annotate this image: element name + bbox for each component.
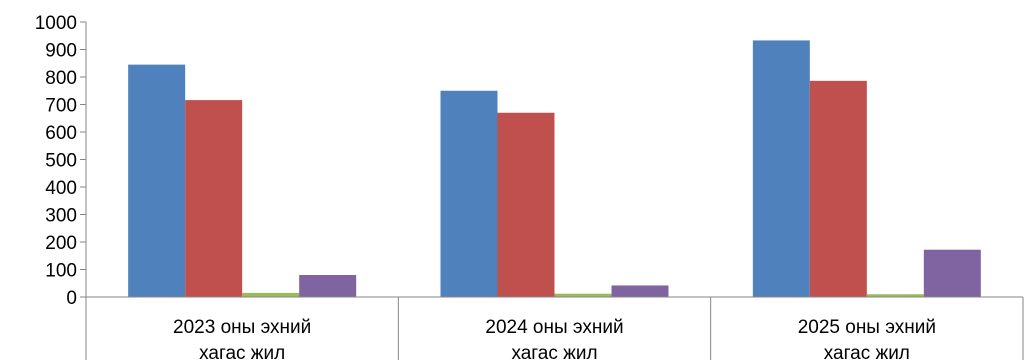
- bar-series2-cat2: [497, 112, 555, 297]
- bar-series4-cat3: [923, 249, 981, 297]
- y-tick-label: 500: [45, 151, 77, 172]
- axes: [85, 22, 1024, 360]
- bar-series1-cat1: [128, 64, 186, 297]
- y-tick-label: 700: [45, 96, 77, 117]
- bar-series1-cat2: [440, 90, 498, 297]
- y-axis-ticks: 0 100 200 300 400 500 600 700 800 900 1000: [35, 13, 86, 309]
- x-tick-label: 2023 оны эхний: [173, 317, 311, 338]
- y-tick-label: 900: [45, 41, 77, 62]
- bar-series1-cat3: [752, 40, 810, 298]
- x-tick-label: хагас жил: [511, 343, 597, 360]
- x-tick-label: 2024 оны эхний: [485, 317, 623, 338]
- bar-series3-cat2: [554, 293, 612, 297]
- y-tick-label: 0: [66, 288, 77, 309]
- bar-series2-cat1: [185, 100, 243, 297]
- y-tick-label: 800: [45, 68, 77, 89]
- y-tick-label: 600: [45, 123, 77, 144]
- bar-series4-cat2: [611, 285, 669, 297]
- bar-series3-cat3: [866, 294, 924, 297]
- y-tick-label: 400: [45, 178, 77, 199]
- x-tick-label: хагас жил: [199, 343, 285, 360]
- x-axis-labels: 2023 оны эхний хагас жил 2024 оны эхний хаг…: [173, 317, 936, 360]
- bar-series3-cat1: [242, 292, 300, 297]
- x-tick-label: хагас жил: [824, 343, 910, 360]
- y-tick-label: 200: [45, 233, 77, 254]
- y-tick-label: 300: [45, 206, 77, 227]
- x-tick-label: 2025 оны эхний: [798, 317, 936, 338]
- bar-series4-cat1: [299, 275, 357, 297]
- bars: [128, 40, 981, 298]
- y-tick-label: 100: [45, 261, 77, 282]
- y-tick-label: 1000: [35, 13, 77, 34]
- bar-series2-cat3: [809, 80, 867, 297]
